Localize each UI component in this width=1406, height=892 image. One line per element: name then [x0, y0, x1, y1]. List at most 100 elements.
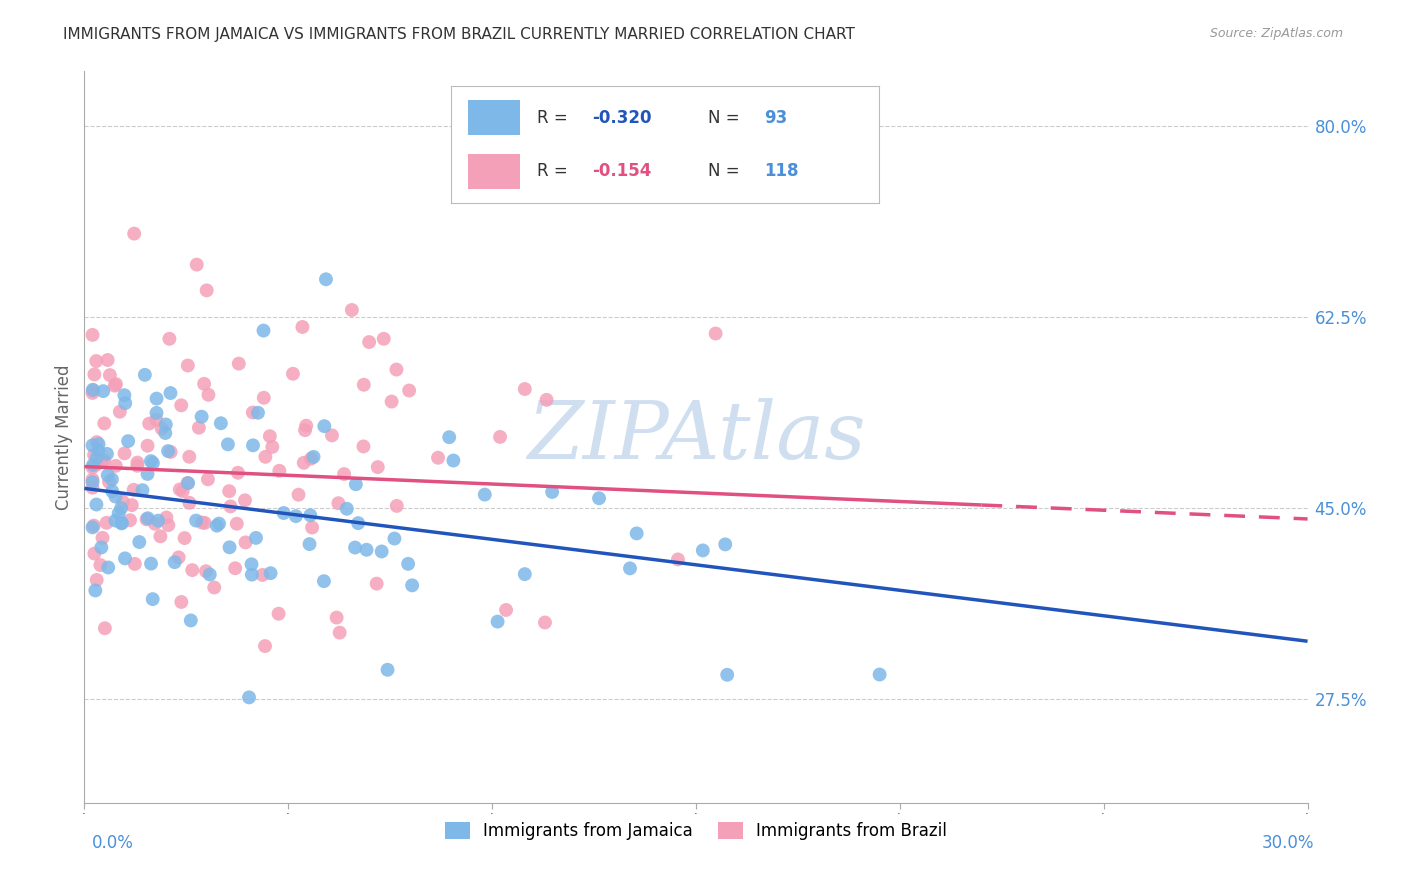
- Point: [396, 557, 419, 571]
- Point: [107, 506, 129, 520]
- Y-axis label: Currently Married: Currently Married: [55, 364, 73, 510]
- Point: [169, 483, 191, 497]
- Point: [398, 384, 420, 398]
- Point: [82, 327, 104, 342]
- Point: [170, 398, 193, 412]
- Point: [179, 496, 201, 510]
- Point: [82, 520, 104, 534]
- Point: [366, 576, 388, 591]
- Point: [142, 592, 165, 607]
- Point: [299, 508, 322, 523]
- Point: [117, 434, 139, 448]
- Point: [198, 567, 221, 582]
- Point: [86, 450, 108, 465]
- Point: [110, 516, 132, 531]
- Point: [486, 615, 509, 629]
- Point: [191, 516, 214, 530]
- Point: [155, 417, 177, 432]
- Point: [301, 520, 323, 534]
- Text: Source: ZipAtlas.com: Source: ZipAtlas.com: [1209, 27, 1343, 40]
- Point: [83, 547, 105, 561]
- Point: [139, 557, 162, 571]
- Point: [259, 429, 281, 443]
- Point: [340, 303, 363, 318]
- Point: [495, 603, 517, 617]
- Point: [83, 518, 105, 533]
- Point: [344, 477, 367, 491]
- Point: [299, 451, 322, 466]
- Point: [96, 516, 118, 530]
- Text: 0.0%: 0.0%: [91, 834, 134, 852]
- Point: [177, 359, 200, 373]
- Point: [110, 501, 132, 516]
- Point: [194, 516, 217, 530]
- Point: [377, 663, 399, 677]
- Point: [202, 581, 225, 595]
- Point: [269, 464, 291, 478]
- Point: [122, 483, 145, 497]
- Point: [235, 535, 257, 549]
- Point: [187, 420, 209, 434]
- Point: [82, 475, 104, 490]
- Point: [181, 563, 204, 577]
- Point: [385, 362, 408, 376]
- Point: [82, 438, 104, 452]
- Point: [98, 475, 121, 489]
- Point: [82, 481, 104, 495]
- Point: [333, 467, 356, 481]
- Point: [97, 353, 120, 368]
- Point: [197, 388, 219, 402]
- Point: [82, 384, 104, 398]
- Point: [233, 493, 256, 508]
- Point: [314, 419, 336, 434]
- Point: [157, 518, 180, 533]
- Point: [328, 496, 350, 510]
- Point: [716, 668, 738, 682]
- Point: [247, 406, 270, 420]
- Text: IMMIGRANTS FROM JAMAICA VS IMMIGRANTS FROM BRAZIL CURRENTLY MARRIED CORRELATION : IMMIGRANTS FROM JAMAICA VS IMMIGRANTS FR…: [63, 27, 855, 42]
- Point: [159, 445, 181, 459]
- Point: [281, 367, 304, 381]
- Point: [384, 532, 406, 546]
- Point: [252, 324, 274, 338]
- Point: [240, 558, 263, 572]
- Point: [205, 518, 228, 533]
- Point: [401, 578, 423, 592]
- Point: [208, 516, 231, 531]
- Point: [298, 537, 321, 551]
- Point: [666, 552, 689, 566]
- Legend: Immigrants from Jamaica, Immigrants from Brazil: Immigrants from Jamaica, Immigrants from…: [439, 815, 953, 847]
- Point: [93, 417, 115, 431]
- Point: [534, 615, 557, 630]
- Point: [104, 377, 127, 392]
- Point: [344, 541, 367, 555]
- Point: [142, 456, 165, 470]
- Point: [373, 332, 395, 346]
- Point: [159, 386, 181, 401]
- Point: [136, 467, 159, 481]
- Point: [427, 450, 450, 465]
- Point: [474, 487, 496, 501]
- Point: [83, 448, 105, 462]
- Point: [170, 595, 193, 609]
- Point: [240, 567, 263, 582]
- Point: [302, 450, 325, 464]
- Point: [91, 384, 114, 398]
- Point: [312, 574, 335, 589]
- Point: [173, 531, 195, 545]
- Point: [253, 639, 276, 653]
- Point: [704, 326, 727, 341]
- Point: [118, 513, 141, 527]
- Point: [184, 514, 207, 528]
- Text: 30.0%: 30.0%: [1263, 834, 1315, 852]
- Point: [155, 425, 177, 440]
- Point: [284, 509, 307, 524]
- Point: [114, 396, 136, 410]
- Point: [82, 383, 104, 397]
- Point: [145, 413, 167, 427]
- Point: [111, 494, 134, 508]
- Point: [291, 320, 314, 334]
- Point: [112, 388, 135, 402]
- Point: [134, 368, 156, 382]
- Point: [245, 531, 267, 545]
